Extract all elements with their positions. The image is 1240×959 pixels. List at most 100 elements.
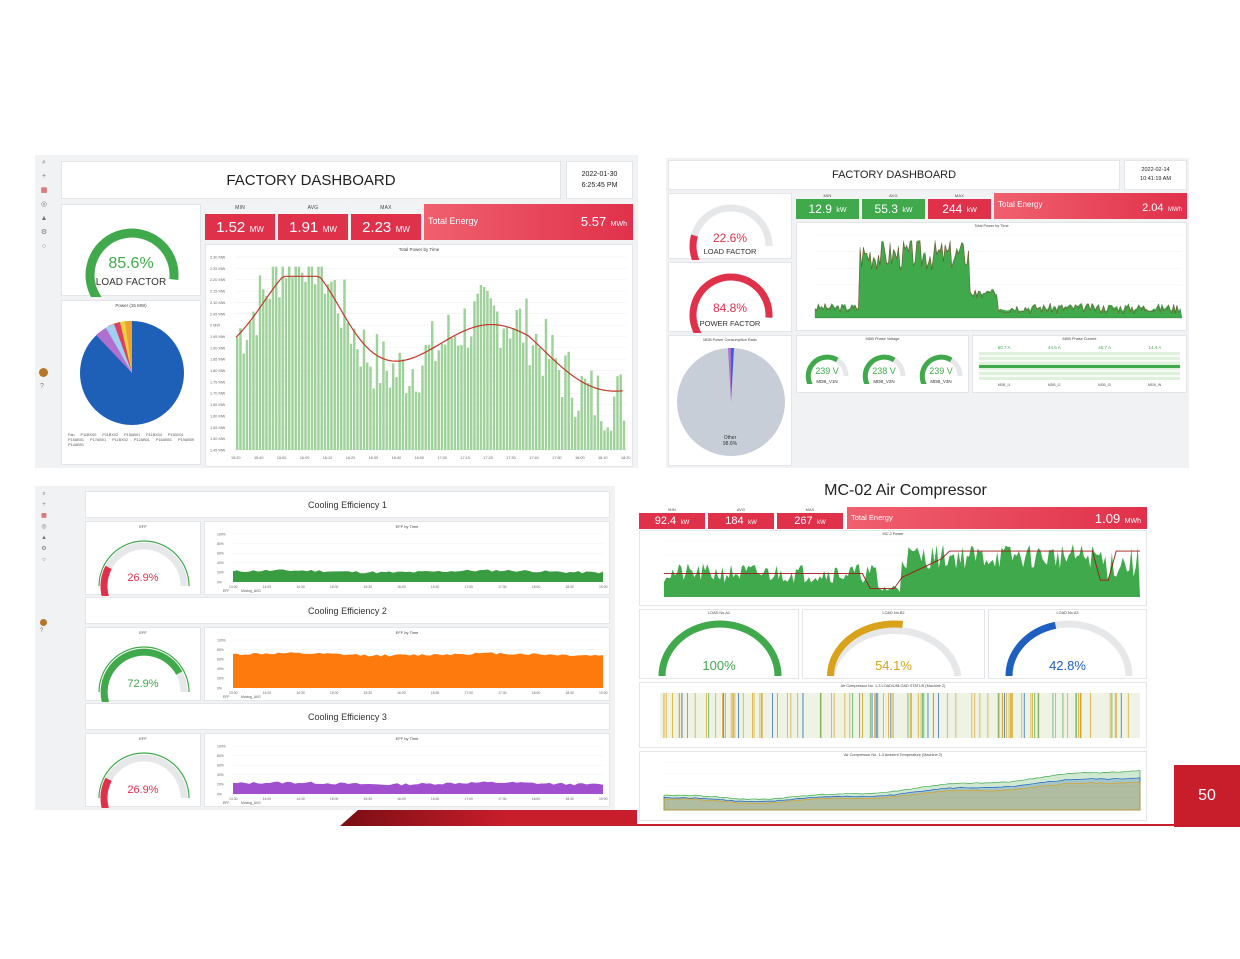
eff-chart-panel-1: EFF by Time 100% 80% 60% 40% 20% 0% 13:30 14:00… bbox=[204, 521, 610, 595]
x-tick-label: 17:50 bbox=[552, 456, 562, 460]
power-bar bbox=[252, 311, 255, 450]
legend-item[interactable]: P12AB01 bbox=[133, 438, 150, 442]
power-bar bbox=[587, 383, 590, 450]
bell-icon[interactable]: ▲ bbox=[41, 535, 47, 541]
gauge-arc bbox=[689, 234, 700, 260]
row-title: Cooling Efficiency 1 bbox=[308, 499, 387, 510]
legend-item[interactable]: P17AB01 bbox=[90, 438, 107, 442]
shield-icon[interactable]: ○ bbox=[42, 557, 46, 563]
load-title: LOAD No.A3 bbox=[1056, 611, 1079, 615]
power-bar bbox=[356, 349, 359, 450]
legend-item[interactable]: P11BX00 bbox=[80, 433, 97, 437]
search-icon[interactable]: ⌕ bbox=[42, 491, 46, 497]
section-title-2: Cooling Efficiency 2 bbox=[85, 597, 610, 624]
apps-icon[interactable]: ▦ bbox=[40, 187, 48, 194]
energy-value-wrap: 1.09 MWh bbox=[1095, 510, 1141, 528]
gauge-title: EFF bbox=[139, 630, 147, 635]
ratio-title: MDB Power Consumption Ratio bbox=[703, 338, 757, 342]
y-tick-label: 2.20 MW bbox=[210, 278, 226, 282]
power-bar bbox=[577, 410, 580, 450]
user-avatar[interactable] bbox=[39, 368, 48, 377]
gauge-arc bbox=[1005, 621, 1057, 677]
x-tick-label: 17:40 bbox=[529, 456, 539, 460]
current-label: MDB_I2 bbox=[1047, 383, 1061, 387]
load-panel-2: LOAD No.B2 54.1% bbox=[802, 609, 985, 679]
moving-average-line bbox=[235, 275, 623, 392]
x-tick-label: 15:30 bbox=[364, 797, 373, 801]
gauge-arc bbox=[85, 228, 179, 297]
stat-value: 92.4 bbox=[654, 515, 677, 527]
power-factor-label: POWER FACTOR bbox=[699, 319, 761, 328]
current-labels: MDB_I1 MDB_I2 MDB_I3 MDB_IN bbox=[979, 383, 1180, 387]
max-stat: MAX 267 kW bbox=[777, 507, 843, 529]
legend-item[interactable]: Fan bbox=[68, 433, 75, 437]
user-avatar[interactable] bbox=[40, 619, 47, 626]
legend-item[interactable]: P11BX01 bbox=[167, 433, 184, 437]
energy-label: Total Energy bbox=[428, 216, 479, 226]
ambient-temp-panel: Air Compressor No. 1-3 Ambient Temperatu… bbox=[639, 751, 1147, 821]
power-bar bbox=[288, 266, 291, 450]
apps-icon[interactable]: ▦ bbox=[41, 513, 47, 519]
power-bar bbox=[346, 322, 349, 450]
legend-item[interactable]: P15AB01 bbox=[124, 433, 141, 437]
gauge-title: EFF bbox=[139, 736, 147, 741]
y-tick-label: 1.60 MW bbox=[210, 414, 226, 418]
shield-icon[interactable]: ○ bbox=[41, 243, 47, 250]
power-bar bbox=[603, 430, 606, 450]
legend-item[interactable]: P16AB01 bbox=[155, 438, 172, 442]
voltage-gauge bbox=[919, 354, 963, 384]
y-tick-label: 1.55 MW bbox=[210, 426, 226, 430]
bell-icon[interactable]: ▲ bbox=[40, 215, 48, 222]
x-tick-label: 16:00 bbox=[300, 456, 310, 460]
stat-unit: MW bbox=[322, 224, 337, 234]
eff-value: 26.9% bbox=[127, 572, 159, 584]
x-tick-label: 18:00 bbox=[532, 585, 541, 589]
eff-gauge bbox=[98, 540, 190, 596]
current-value: 45.7 A bbox=[1098, 345, 1111, 350]
power-bar bbox=[314, 284, 317, 450]
legend-item[interactable]: P11BX02 bbox=[112, 438, 128, 442]
power-bar bbox=[281, 266, 284, 450]
gauge-outer-ring bbox=[98, 646, 190, 693]
current-bar bbox=[979, 365, 1180, 368]
legend-item[interactable]: P11BX02 bbox=[102, 433, 119, 437]
power-bar bbox=[255, 335, 258, 450]
load-gauge bbox=[1005, 620, 1133, 677]
power-bar bbox=[463, 308, 466, 450]
legend-item[interactable]: P15AB01 bbox=[68, 438, 85, 442]
voltage-value: 239 V bbox=[815, 366, 839, 376]
section-title-3: Cooling Efficiency 3 bbox=[85, 703, 610, 730]
load-title: LOAD No.B2 bbox=[882, 611, 905, 615]
load-gauge bbox=[827, 620, 962, 677]
gauge-arc bbox=[100, 777, 112, 808]
power-bar bbox=[388, 387, 392, 450]
gear-icon[interactable]: ⚙ bbox=[40, 229, 48, 236]
y-tick-label: 80% bbox=[217, 648, 224, 652]
compass-icon[interactable]: ◎ bbox=[41, 524, 47, 530]
power-bar bbox=[301, 272, 304, 450]
legend-item[interactable]: P14AB01 bbox=[68, 443, 85, 447]
x-tick-label: 17:00 bbox=[437, 456, 447, 460]
gear-icon[interactable]: ⚙ bbox=[41, 546, 47, 552]
date-text: 2022-02-14 bbox=[1141, 167, 1170, 173]
power-bar bbox=[379, 383, 382, 450]
power-bar bbox=[450, 338, 453, 450]
chart-title: Total Power by Time bbox=[398, 247, 440, 252]
pie-slice-small bbox=[731, 347, 734, 402]
chart-title: EFF by Time bbox=[395, 524, 419, 529]
legend-item[interactable]: P11BX04 bbox=[146, 433, 162, 437]
help-icon[interactable]: ? bbox=[40, 628, 44, 634]
compass-icon[interactable]: ◎ bbox=[40, 201, 48, 208]
plus-icon[interactable]: + bbox=[41, 173, 47, 180]
legend-item[interactable]: P19AB09 bbox=[177, 438, 194, 442]
stat-value-box: 184 kW bbox=[708, 513, 774, 529]
y-tick-label: 1.65 MW bbox=[210, 403, 226, 407]
sidebar: ⌕ + ▦ ◎ ▲ ⚙ ○ bbox=[35, 159, 53, 251]
gauge-arc bbox=[805, 354, 839, 384]
plus-icon[interactable]: + bbox=[42, 502, 46, 508]
stat-value-box: 244 kW bbox=[928, 199, 991, 219]
help-icon[interactable]: ? bbox=[40, 383, 44, 390]
power-bar bbox=[502, 328, 505, 450]
search-icon[interactable]: ⌕ bbox=[42, 159, 46, 166]
power-bar bbox=[375, 334, 379, 450]
